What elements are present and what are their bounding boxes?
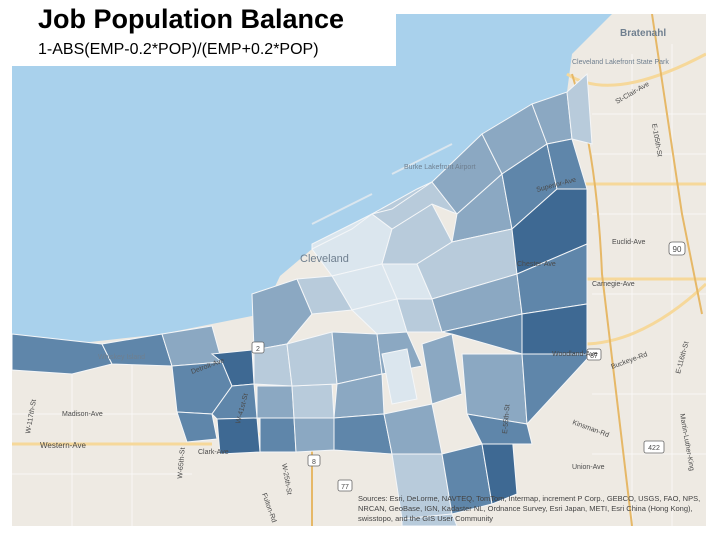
place-label-lakefront: Cleveland Lakefront State Park bbox=[572, 59, 669, 66]
place-label-bratenahl: Bratenahl bbox=[620, 28, 666, 39]
road-label-madison: Madison-Ave bbox=[62, 411, 103, 418]
road-label-euclid: Euclid-Ave bbox=[612, 239, 645, 246]
map-title: Job Population Balance bbox=[38, 4, 345, 34]
svg-text:422: 422 bbox=[648, 445, 660, 452]
road-label-e55: E-55th-St bbox=[502, 404, 512, 434]
road-label-union: Union-Ave bbox=[572, 464, 605, 471]
road-label-chester: Chester-Ave bbox=[517, 261, 556, 268]
shield-422-icon: 422 bbox=[643, 440, 665, 454]
shield-8-icon: 8 bbox=[307, 454, 321, 467]
road-label-western: Western-Ave bbox=[40, 441, 86, 450]
map-subtitle: 1-ABS(EMP-0.2*POP)/(EMP+0.2*POP) bbox=[38, 41, 319, 58]
place-label-whiskey: Whiskey Island bbox=[98, 354, 145, 361]
svg-text:77: 77 bbox=[341, 484, 349, 491]
map-panel[interactable]: 90 2 87 422 8 bbox=[12, 14, 706, 526]
breakwater bbox=[311, 143, 453, 225]
map-attribution: Sources: Esri, DeLorme, NAVTEQ, TomTom, … bbox=[358, 494, 701, 523]
road-label-woodland: Woodland-Ave bbox=[552, 351, 598, 358]
road-label-carnegie: Carnegie-Ave bbox=[592, 281, 635, 288]
place-label-downtown: Cleveland bbox=[300, 253, 349, 265]
shield-90-icon: 90 bbox=[668, 241, 686, 256]
highway-shields: 90 2 87 422 8 bbox=[251, 241, 686, 492]
place-label-burke: Burke Lakefront Airport bbox=[404, 164, 476, 171]
title-box: Job Population Balance 1-ABS(EMP-0.2*POP… bbox=[0, 0, 396, 66]
lake-erie-water bbox=[12, 14, 612, 344]
road-label-clark: Clark-Ave bbox=[198, 449, 229, 456]
svg-text:87: 87 bbox=[590, 353, 598, 360]
svg-text:8: 8 bbox=[312, 459, 316, 466]
map-canvas[interactable]: 90 2 87 422 8 bbox=[12, 14, 706, 526]
choropleth-layer bbox=[12, 72, 593, 526]
svg-text:2: 2 bbox=[256, 346, 260, 353]
street-grid bbox=[12, 44, 706, 526]
svg-text:90: 90 bbox=[673, 245, 682, 254]
road-label-w65: W-65th-St bbox=[177, 447, 187, 479]
shield-2-icon: 2 bbox=[251, 341, 265, 354]
shield-87-icon: 87 bbox=[586, 348, 602, 361]
shield-77-icon: 77 bbox=[337, 479, 353, 492]
